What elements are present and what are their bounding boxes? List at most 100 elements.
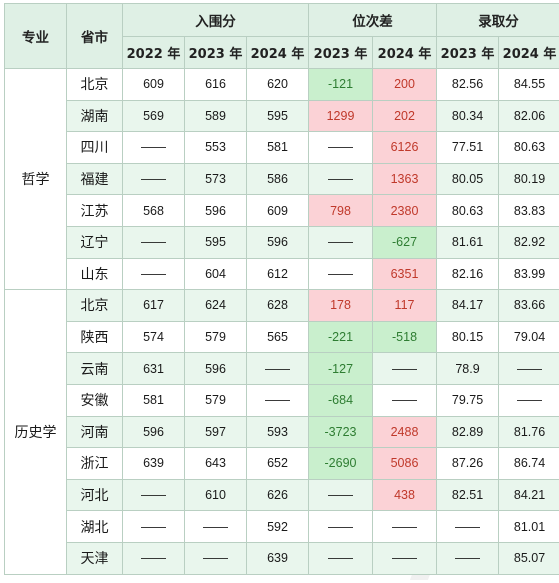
rank-diff-2023-cell: 178 — [308, 289, 374, 322]
cutoff-2022-cell: 581 — [122, 383, 185, 417]
cutoff-2023-cell: 604 — [184, 257, 247, 291]
cutoff-2022-cell: —— — [122, 541, 185, 575]
rank-diff-2024-cell: 200 — [372, 68, 438, 101]
table-row: 湖北 —— —— 592 —— —— —— 81.01 — [5, 510, 559, 543]
cutoff-2022-cell: 631 — [122, 352, 185, 385]
table-row: 浙江 639 643 652 -2690 5086 87.26 86.74 — [5, 447, 559, 480]
header-rank-2024: 2024 年 — [372, 36, 438, 69]
cutoff-2024-cell: 593 — [245, 415, 310, 449]
table-row: 福建 —— 573 586 —— 1363 80.05 80.19 — [5, 162, 559, 196]
table-body: 哲学 北京 609 616 620 -121 200 82.56 84.55 湖南 569 589 59… — [4, 67, 559, 575]
rank-diff-2023-cell: —— — [308, 510, 374, 543]
province-cell: 陕西 — [66, 320, 123, 354]
header-province: 省市 — [66, 3, 123, 69]
rank-diff-2023-cell: -127 — [308, 352, 374, 385]
cutoff-2022-cell: 574 — [122, 320, 185, 354]
province-cell: 山东 — [66, 257, 123, 291]
admission-2024-cell: 81.01 — [498, 510, 559, 543]
admission-2024-cell: 84.21 — [498, 478, 559, 512]
table-row: 云南 631 596 —— -127 —— 78.9 —— — [5, 352, 559, 385]
header-rank-2023: 2023 年 — [308, 36, 374, 69]
rank-diff-2024-cell: 117 — [372, 289, 438, 322]
cutoff-2024-cell: 628 — [245, 289, 310, 322]
rank-diff-2023-cell: —— — [308, 478, 374, 512]
major-cell: 历史学 — [4, 289, 67, 575]
admission-2024-cell: 84.55 — [498, 68, 559, 101]
admission-2023-cell: 78.9 — [436, 352, 500, 385]
province-cell: 北京 — [66, 289, 123, 322]
rank-diff-2024-cell: 5086 — [372, 447, 438, 480]
rank-diff-2024-cell: 2488 — [372, 415, 438, 449]
header-cutoff-2022: 2022 年 — [122, 36, 185, 69]
rank-diff-2024-cell: 6351 — [372, 257, 438, 291]
admission-2024-cell: 82.92 — [498, 225, 559, 259]
cutoff-2023-cell: 589 — [184, 99, 247, 133]
header-cutoff: 入围分 — [121, 3, 310, 37]
admission-2023-cell: 80.05 — [436, 162, 500, 196]
admission-2023-cell: 80.63 — [436, 194, 500, 227]
rank-diff-2023-cell: 798 — [308, 194, 374, 227]
header-admission: 录取分 — [436, 3, 559, 37]
cutoff-2023-cell: 573 — [184, 162, 247, 196]
cutoff-2024-cell: 620 — [245, 68, 310, 101]
admission-2024-cell: 86.74 — [498, 447, 559, 480]
rank-diff-2023-cell: -221 — [308, 320, 374, 354]
cutoff-2024-cell: 595 — [245, 99, 310, 133]
admission-2024-cell: 83.99 — [498, 257, 559, 291]
cutoff-2024-cell: —— — [245, 352, 310, 385]
cutoff-2023-cell: 596 — [184, 352, 247, 385]
cutoff-2023-cell: 610 — [184, 478, 247, 512]
province-cell: 河北 — [66, 478, 123, 512]
admission-2024-cell: 82.06 — [498, 99, 559, 133]
cutoff-2022-cell: 617 — [122, 289, 185, 322]
rank-diff-2024-cell: —— — [372, 541, 438, 575]
cutoff-2024-cell: 639 — [245, 541, 310, 575]
province-cell: 四川 — [66, 131, 123, 164]
province-cell: 湖北 — [66, 510, 123, 543]
cutoff-2024-cell: 612 — [245, 257, 310, 291]
cutoff-2022-cell: 568 — [122, 194, 185, 227]
cutoff-2022-cell: —— — [122, 257, 185, 291]
cutoff-2022-cell: —— — [122, 225, 185, 259]
admission-2024-cell: 83.66 — [498, 289, 559, 322]
admission-2023-cell: 82.89 — [436, 415, 500, 449]
admission-2023-cell: 80.15 — [436, 320, 500, 354]
admission-2023-cell: —— — [436, 541, 500, 575]
province-cell: 天津 — [66, 541, 123, 575]
cutoff-2024-cell: 596 — [245, 225, 310, 259]
rank-diff-2023-cell: —— — [308, 131, 374, 164]
table-row: 江苏 568 596 609 798 2380 80.63 83.83 — [5, 194, 559, 227]
admission-2023-cell: 82.16 — [436, 257, 500, 291]
rank-diff-2024-cell: 6126 — [372, 131, 438, 164]
admission-2024-cell: —— — [498, 352, 559, 385]
header-cutoff-2023: 2023 年 — [184, 36, 247, 69]
province-cell: 云南 — [66, 352, 123, 385]
cutoff-2024-cell: 609 — [245, 194, 310, 227]
cutoff-2022-cell: —— — [122, 162, 185, 196]
rank-diff-2024-cell: 2380 — [372, 194, 438, 227]
admission-2023-cell: 84.17 — [436, 289, 500, 322]
rank-diff-2023-cell: —— — [308, 225, 374, 259]
header-admission-2023: 2023 年 — [436, 36, 500, 69]
admission-2023-cell: 81.61 — [436, 225, 500, 259]
province-cell: 湖南 — [66, 99, 123, 133]
table-row: 湖南 569 589 595 1299 202 80.34 82.06 — [5, 99, 559, 133]
admission-2023-cell: 87.26 — [436, 447, 500, 480]
admission-2023-cell: 77.51 — [436, 131, 500, 164]
rank-diff-2024-cell: 438 — [372, 478, 438, 512]
admission-2024-cell: 79.04 — [498, 320, 559, 354]
cutoff-2024-cell: 626 — [245, 478, 310, 512]
cutoff-2022-cell: —— — [122, 478, 185, 512]
cutoff-2022-cell: 639 — [122, 447, 185, 480]
rank-diff-2023-cell: -3723 — [308, 415, 374, 449]
header-admission-2024: 2024 年 — [498, 36, 559, 69]
cutoff-2023-cell: —— — [184, 541, 247, 575]
cutoff-2023-cell: 643 — [184, 447, 247, 480]
cutoff-2023-cell: 595 — [184, 225, 247, 259]
province-cell: 安徽 — [66, 383, 123, 417]
cutoff-2023-cell: —— — [184, 510, 247, 543]
rank-diff-2024-cell: -627 — [372, 225, 438, 259]
table-row: 辽宁 —— 595 596 —— -627 81.61 82.92 — [5, 225, 559, 259]
table-row: 天津 —— —— 639 —— —— —— 85.07 — [5, 541, 559, 575]
cutoff-2024-cell: 652 — [245, 447, 310, 480]
